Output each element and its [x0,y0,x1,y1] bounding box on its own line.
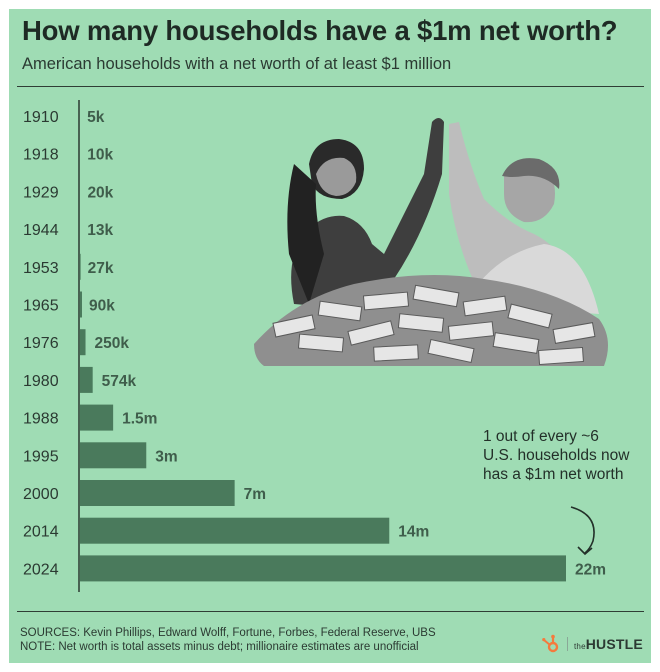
y-tick-label: 1988 [23,411,59,428]
y-tick-label: 1944 [23,222,59,239]
chart-title: How many households have a $1m net worth… [22,15,618,46]
bar-chart: 1910 5k 1918 10k 1929 20k 1944 13k 1953 27k 1965 90… [23,100,606,592]
y-tick-label: 1976 [23,335,59,352]
brand-separator [567,637,568,651]
chart-subtitle: American households with a net worth of … [22,55,452,73]
bar [80,517,390,544]
bar [80,442,147,469]
bar [80,253,81,280]
bar-value-label: 27k [88,260,114,277]
bar [80,404,114,431]
people-high-five-money-pile-photo [254,118,608,366]
bar-value-label: 14m [398,524,429,541]
footer-sources: SOURCES: Kevin Phillips, Edward Wolff, F… [20,627,436,639]
infographic-card: How many households have a $1m net worth… [9,9,651,663]
bar-value-label: 7m [244,486,266,503]
brand-wordmark: HUSTLE [585,636,643,652]
y-tick-label: 1980 [23,373,59,390]
bar-value-label: 574k [102,373,137,390]
bar-value-label: 13k [87,222,113,239]
y-tick-label: 2014 [23,524,59,541]
bar-value-label: 10k [87,147,113,164]
y-tick-label: 1965 [23,298,59,315]
top-divider [17,86,644,87]
bar-value-label: 5k [87,109,105,126]
brand-name: theHUSTLE [574,636,643,652]
bar-value-label: 250k [95,335,130,352]
bar [80,366,93,393]
bar-value-label: 90k [89,298,115,315]
footer: SOURCES: Kevin Phillips, Edward Wolff, F… [20,626,436,654]
bar-value-label: 1.5m [122,411,157,428]
bar-value-label: 22m [575,561,606,578]
bar [80,291,82,318]
y-tick-label: 1929 [23,184,59,201]
y-tick-label: 1910 [23,109,59,126]
bar-value-label: 20k [87,184,113,201]
y-tick-label: 1953 [23,260,59,277]
bar-value-label: 3m [155,448,177,465]
hubspot-sprocket-icon [542,634,559,653]
brand-prefix: the [574,642,586,651]
y-tick-label: 1918 [23,147,59,164]
y-tick-label: 2000 [23,486,59,503]
footer-note: NOTE: Net worth is total assets minus de… [20,641,419,653]
y-tick-label: 1995 [23,448,59,465]
bar [80,480,235,506]
y-tick-label: 2024 [23,561,59,578]
bar [80,329,86,356]
curved-arrow-icon [570,506,595,556]
bottom-divider [17,611,644,612]
chart-annotation: 1 out of every ~6 U.S. households now ha… [483,428,630,483]
bar [80,555,566,582]
